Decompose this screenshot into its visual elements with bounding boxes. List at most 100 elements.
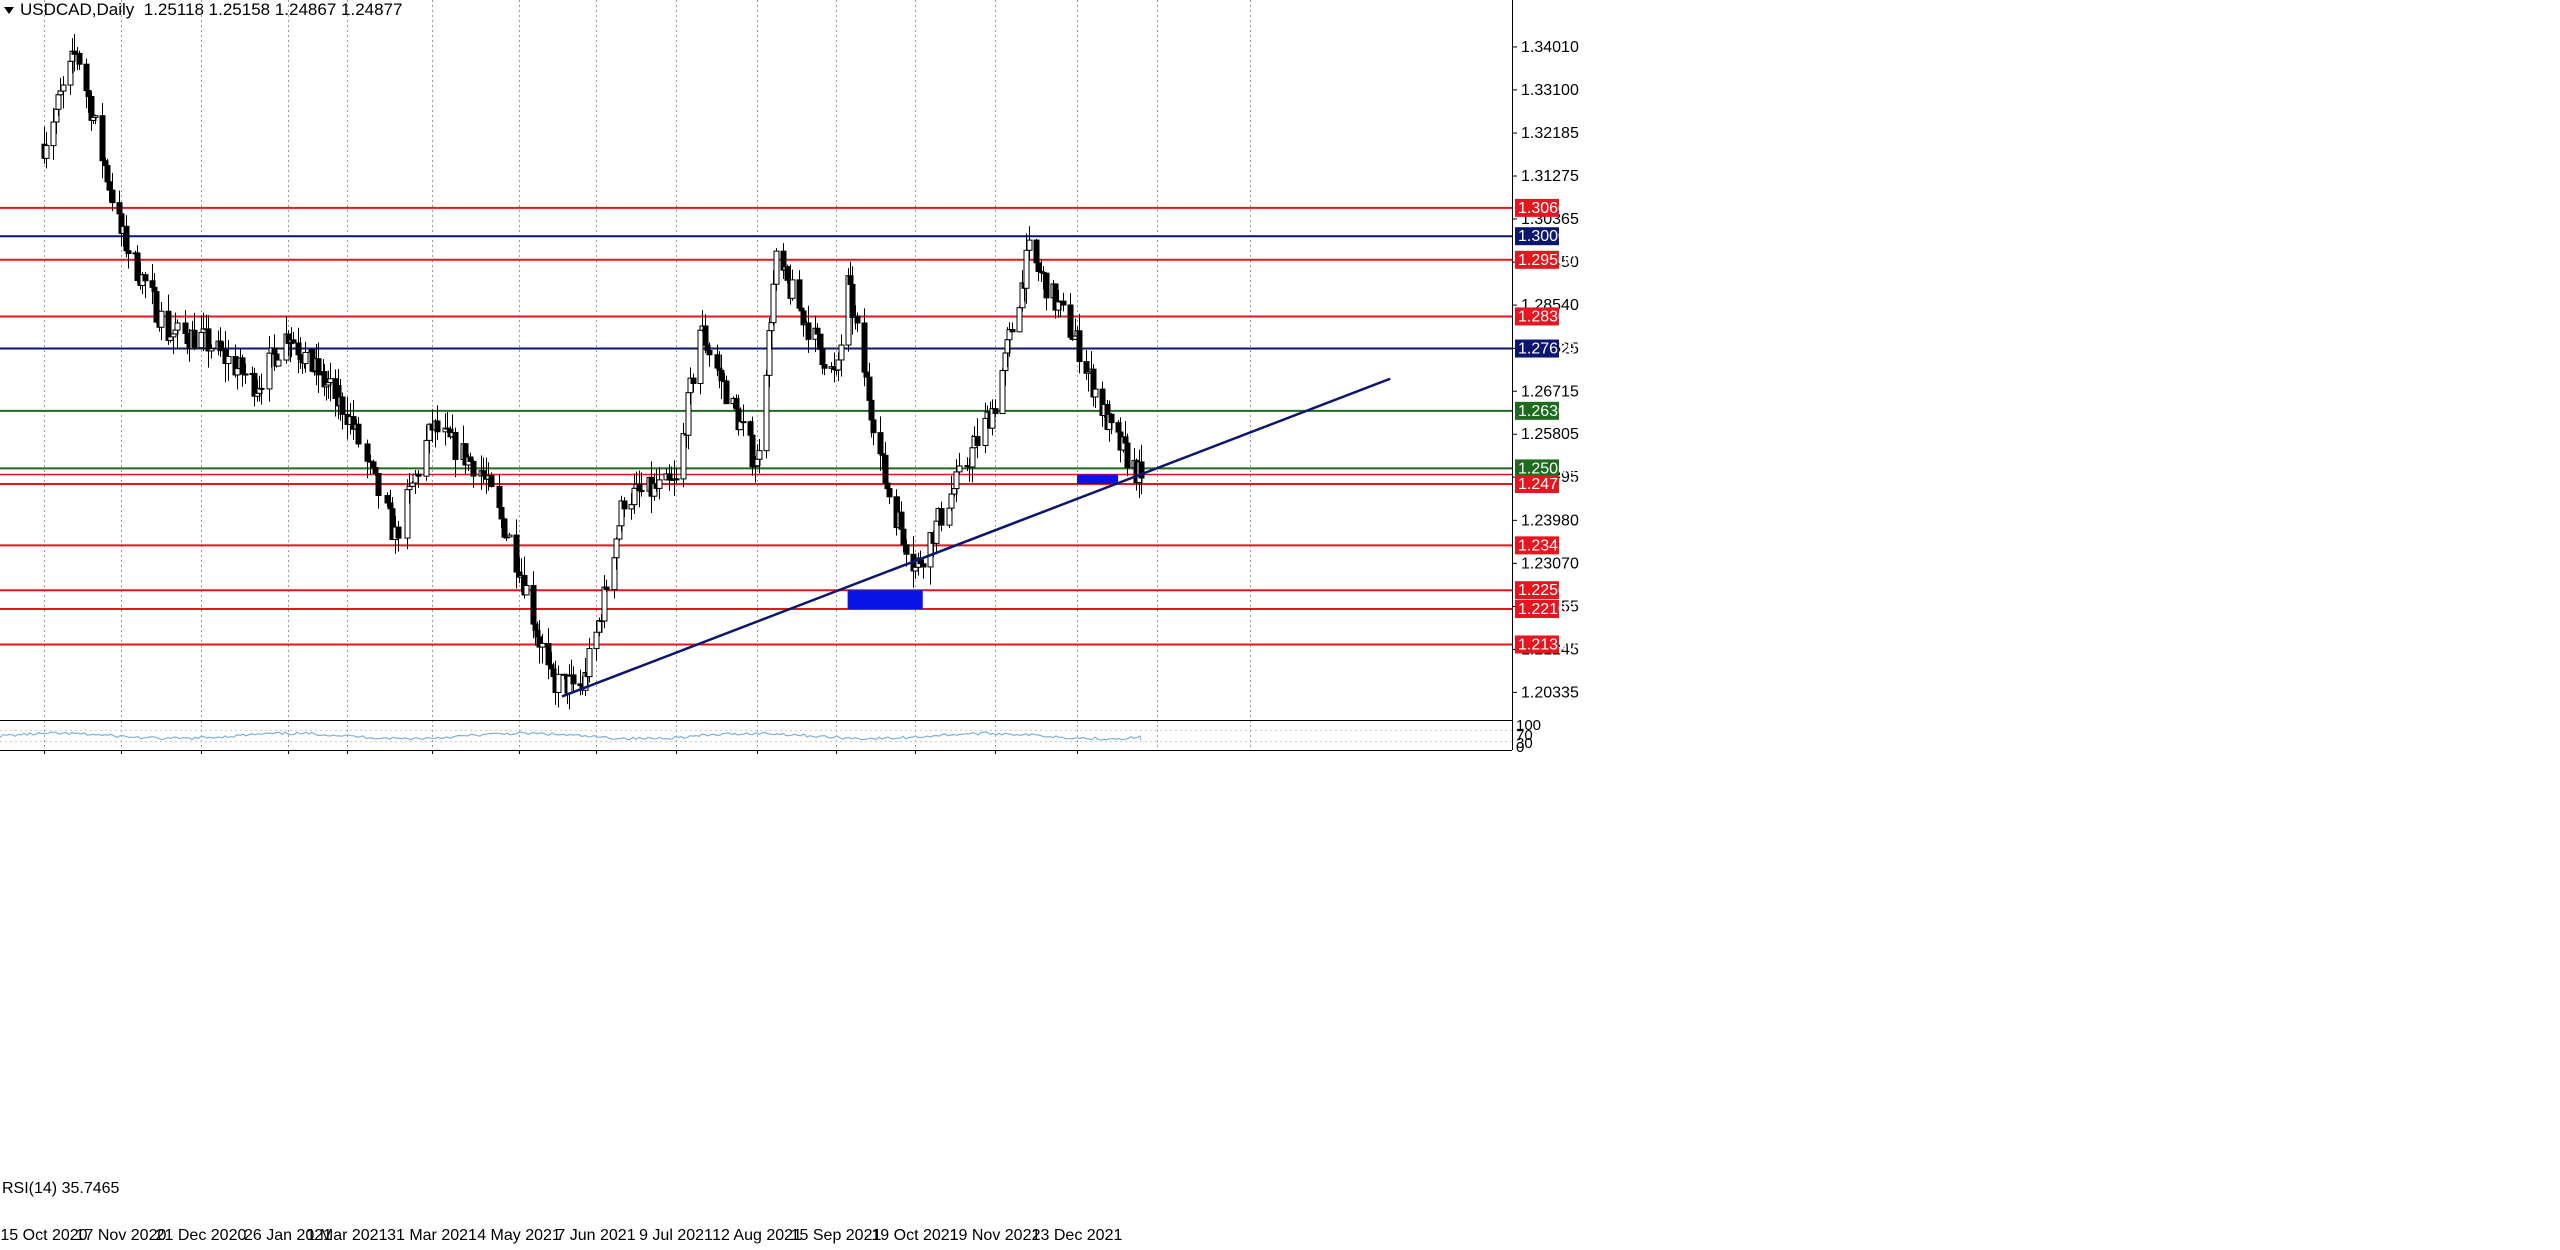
time-tick-label: 31 Mar 2021 [387,1227,477,1244]
candlesticks [41,34,1145,710]
candle-body-bear [723,380,730,405]
candle-body-bull [158,310,165,328]
candle-body-bear [364,443,371,462]
rsi-line [0,731,1142,741]
candle-body-bull [167,336,174,341]
candle-body-bear [217,340,224,352]
candle [1052,283,1059,319]
dropdown-icon[interactable] [4,7,14,15]
candle [242,363,249,384]
candle [142,272,149,299]
zone-box [847,590,923,610]
candle [1138,444,1145,495]
rsi-scale-label: 30 [1516,735,1533,752]
candle-body-bull [773,250,780,285]
candle-body-bear [480,470,487,477]
candle-body-bull [756,450,763,460]
time-tick-label: 15 Sep 2021 [791,1227,882,1244]
candle-body-bull [601,586,608,622]
candle [1060,292,1067,312]
candle [974,418,981,459]
candle-body-bear [849,283,856,318]
candle-body-bear [974,435,981,446]
candle-body-bear [142,274,149,282]
candle [690,373,697,392]
time-tick-label: 12 Aug 2021 [712,1227,802,1244]
candle-body-bear [673,478,680,481]
candle [756,439,763,474]
candle-body-bear [415,473,422,477]
candle-body-bull [208,348,215,352]
candle-body-bear [603,586,610,591]
price-zones [847,474,1119,610]
candle-body-bull [1026,239,1033,251]
price-tick-label: 1.26715 [1521,383,1579,400]
candle-body-bear [1138,461,1145,479]
time-tick-label: 19 Nov 2021 [950,1227,1041,1244]
candle-body-bull [613,538,620,559]
candle-body-bull [92,115,99,118]
candle-body-bear [706,350,713,356]
candle-body-bear [99,115,106,162]
candle-body-bear [638,490,645,493]
candle [99,103,106,179]
candle-body-bear [886,488,893,498]
candle [290,332,297,345]
candle-body-bull [234,368,241,376]
time-tick-label: 26 Jan 2021 [244,1227,332,1244]
time-tick-label: 4 May 2021 [477,1227,561,1244]
time-tick-label: 19 Oct 2021 [871,1227,958,1244]
candle-body-bull [539,642,546,648]
candle [174,319,181,349]
candle [1016,305,1023,333]
candle [1076,313,1083,374]
candle-body-bear [863,371,870,378]
symbol-label: USDCAD,Daily [20,0,135,19]
candle-body-bear [106,181,113,191]
candle [938,501,945,532]
time-tick-label: 7 Jun 2021 [556,1227,635,1244]
candle-body-bear [749,434,756,468]
candle-body-bull [50,121,57,147]
candle [838,334,845,377]
candle [266,335,273,402]
candle-body-bear [718,369,725,382]
candle [470,459,477,488]
candle-body-bull [763,374,770,452]
candle [315,342,322,394]
candle [673,468,680,484]
candle [258,373,265,405]
candle-body-bear [85,90,92,98]
time-tick-label: 21 Dec 2020 [156,1227,247,1244]
level-tag [1515,339,1559,358]
candle [43,131,50,169]
candle-body-bull [1023,249,1030,289]
candle [638,472,645,497]
candle-body-bear [134,252,141,281]
candle [170,333,177,355]
candle [697,329,704,395]
candle [191,312,198,351]
candle-body-bear [1035,262,1042,272]
candle [680,422,687,488]
candle [870,401,877,446]
candle [1043,272,1050,311]
candle [364,439,371,479]
candle [539,634,546,664]
candle [992,399,999,418]
candle-body-bull [57,90,64,96]
candle [789,269,796,301]
level-tag-label: 1.23450 [1518,537,1576,554]
zone-box [1077,474,1119,484]
level-tag-label: 1.28300 [1518,308,1576,325]
level-tag-label: 1.25080 [1518,460,1576,477]
trendline-layer [561,377,1391,698]
level-tag-label: 1.30000 [1518,228,1576,245]
candle-body-bull [631,487,638,506]
candle-body-bull [948,493,955,509]
candle-body-bear [239,357,246,375]
horizontal-levels [0,206,1512,646]
level-tag-label: 1.24750 [1518,476,1576,493]
candle-body-bull [789,279,796,299]
